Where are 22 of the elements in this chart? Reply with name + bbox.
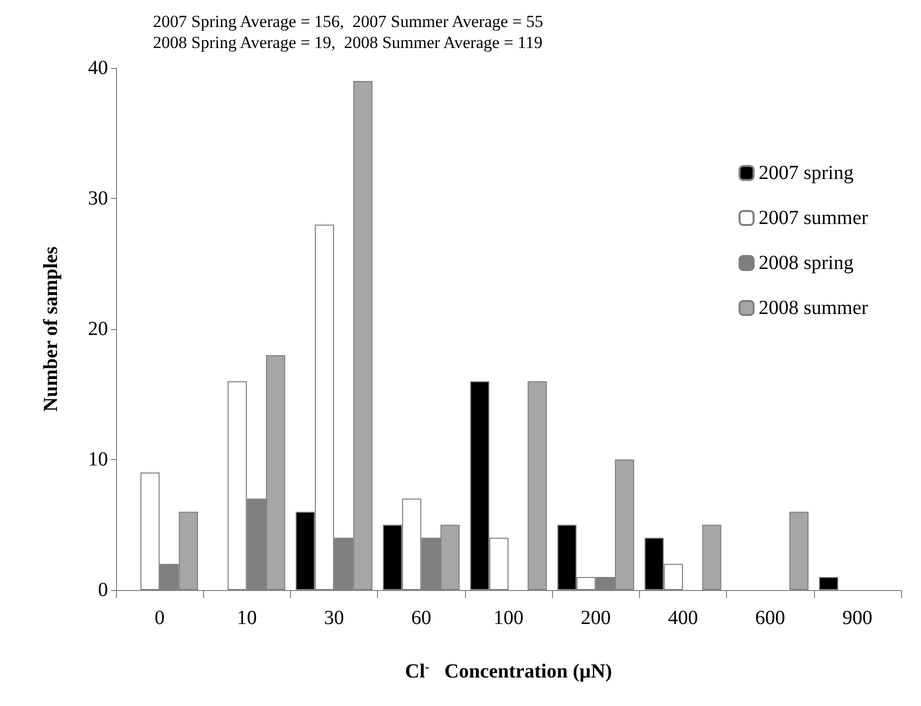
x-tick-label: 600 bbox=[755, 607, 786, 629]
x-axis-title: Cl- Concentration (µN) bbox=[405, 659, 612, 682]
chart-subtitle: 2008 Spring Average = 19, 2008 Summer Average = 119 bbox=[153, 33, 542, 52]
x-tick-label: 10 bbox=[236, 607, 257, 629]
x-tick-label: 400 bbox=[668, 607, 698, 629]
legend-label: 2008 summer bbox=[758, 297, 868, 319]
chart-title: 2007 Spring Average = 156, 2007 Summer Average = 55 bbox=[153, 12, 544, 31]
y-tick-label: 0 bbox=[98, 579, 108, 601]
y-tick-label: 10 bbox=[88, 448, 108, 470]
x-tick-label: 30 bbox=[324, 607, 344, 629]
legend-label: 2008 spring bbox=[758, 252, 854, 274]
y-tick-label: 40 bbox=[88, 57, 108, 79]
legend-label: 2007 summer bbox=[758, 207, 868, 229]
y-tick-label: 30 bbox=[88, 188, 108, 210]
x-tick-label: 200 bbox=[580, 607, 611, 629]
x-tick-label: 900 bbox=[842, 607, 872, 629]
x-tick-label: 0 bbox=[154, 607, 165, 629]
y-tick-label: 20 bbox=[88, 318, 108, 340]
legend-label: 2007 spring bbox=[758, 162, 854, 184]
x-tick-label: 100 bbox=[494, 607, 524, 629]
x-tick-label: 60 bbox=[411, 607, 432, 629]
y-axis-title: Number of samples bbox=[40, 246, 62, 412]
